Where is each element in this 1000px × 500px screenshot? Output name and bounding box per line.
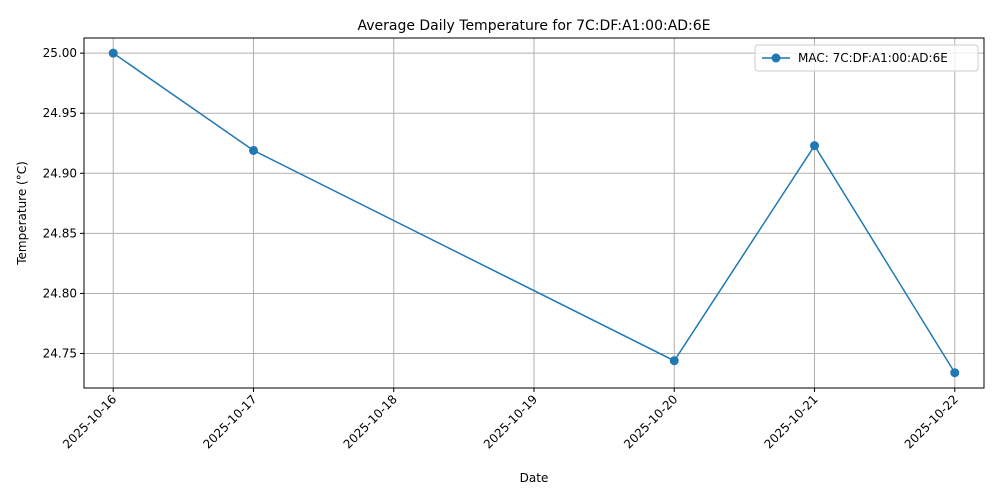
y-tick-label: 24.80 (43, 286, 77, 300)
series-layer (108, 48, 960, 378)
x-axis-label: Date (520, 471, 549, 485)
legend-label: MAC: 7C:DF:A1:00:AD:6E (798, 51, 948, 65)
data-point (950, 368, 960, 378)
legend-box (754, 44, 979, 72)
y-tick-label: 25.00 (43, 46, 77, 60)
y-tick-label: 24.90 (43, 166, 77, 180)
y-tick-label: 24.75 (43, 347, 77, 361)
data-point (669, 356, 679, 366)
data-point (108, 48, 118, 58)
y-axis-label: Temperature (°C) (15, 161, 29, 266)
y-axis-ticks: 24.75 24.80 24.85 24.90 24.95 25.00 (43, 46, 84, 361)
y-tick-label: 24.95 (43, 106, 77, 120)
data-point (810, 141, 820, 151)
chart-title: Average Daily Temperature for 7C:DF:A1:0… (357, 18, 710, 34)
data-point (248, 145, 258, 155)
legend-marker-swatch (771, 53, 781, 63)
grid-lines (84, 38, 984, 388)
legend: MAC: 7C:DF:A1:00:AD:6E (754, 44, 979, 72)
y-tick-label: 24.85 (43, 226, 77, 240)
